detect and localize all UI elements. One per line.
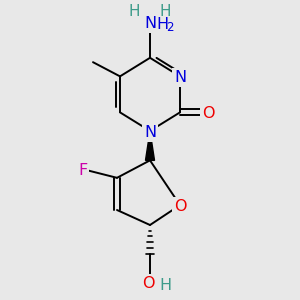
Text: N: N: [144, 125, 156, 140]
Text: H: H: [129, 4, 140, 19]
Text: O: O: [142, 276, 155, 291]
Text: F: F: [78, 163, 87, 178]
Text: 2: 2: [167, 21, 174, 34]
Text: O: O: [202, 106, 215, 122]
Text: H: H: [160, 4, 171, 19]
Text: H: H: [157, 17, 169, 32]
Text: N: N: [144, 16, 156, 31]
Text: N: N: [174, 70, 186, 86]
Polygon shape: [146, 131, 154, 161]
Text: O: O: [174, 199, 186, 214]
Text: H: H: [160, 278, 172, 292]
